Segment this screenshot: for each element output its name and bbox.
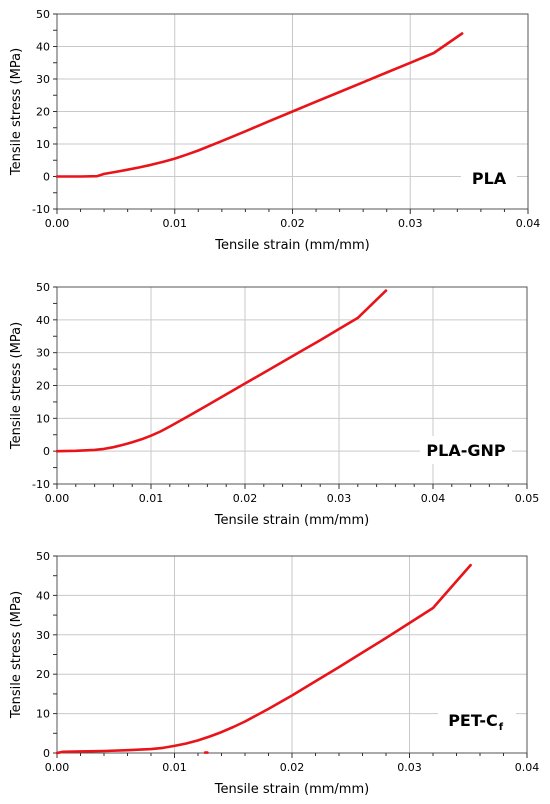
material-label-box [461,164,517,192]
y-tick-label: 0 [43,171,50,184]
material-label: PLA [472,169,507,188]
y-tick-label: 40 [36,314,50,327]
data-series-line [55,289,388,453]
data-series-line [55,563,472,755]
y-tick-label: 40 [36,41,50,54]
x-tick-label: 0.04 [421,492,446,505]
material-label: PET-C [448,711,498,730]
x-tick-label: 0.02 [280,761,305,774]
y-tick-label: 20 [36,106,50,119]
x-tick-label: 0.04 [516,217,541,230]
x-tick-label: 0.00 [45,217,70,230]
x-tick-label: 0.01 [163,217,188,230]
y-axis-title: Tensile stress (MPa) [9,591,24,719]
data-series-line [55,32,464,178]
y-tick-label: 10 [36,708,50,721]
y-tick-label: -10 [32,478,50,491]
y-tick-label: 20 [36,668,50,681]
chart-panel-1: -10 0 10 20 30 40 50 0.00 0.01 0.02 0.03 0.04 Tensil… [9,8,540,253]
x-tick-label: 0.00 [45,492,70,505]
material-label: PLA-GNP [426,441,505,460]
x-tick-label: 0.02 [233,492,258,505]
x-axis-title: Tensile strain (mm/mm) [214,782,369,797]
y-tick-label: 10 [36,412,50,425]
y-axis-title: Tensile stress (MPa) [9,322,24,450]
material-label-box [438,706,516,734]
x-tick-label: 0.03 [397,761,422,774]
y-tick-label: -10 [32,203,50,216]
x-tick-label: 0.03 [327,492,352,505]
x-axis-title: Tensile strain (mm/mm) [214,238,369,253]
y-tick-label: 10 [36,138,50,151]
material-label-box [420,436,512,464]
x-tick-label: 0.01 [139,492,164,505]
y-tick-label: 50 [36,8,50,21]
x-tick-label: 0.02 [280,217,305,230]
y-tick-label: 0 [43,445,50,458]
x-tick-label: 0.03 [398,217,423,230]
material-label-subscript: f [499,722,504,733]
x-tick-label: 0.01 [162,761,187,774]
y-axis-title: Tensile stress (MPa) [9,48,24,176]
x-tick-label: 0.00 [45,761,70,774]
y-tick-label: 30 [36,347,50,360]
x-tick-label: 0.05 [515,492,540,505]
chart-panel-2: -10 0 10 20 30 40 50 0.00 0.01 0.02 0.03 0.04 0.05 Te… [9,281,539,528]
y-tick-label: 50 [36,281,50,294]
y-tick-label: 20 [36,380,50,393]
y-tick-label: 30 [36,629,50,642]
y-tick-label: 40 [36,589,50,602]
y-tick-label: 50 [36,550,50,563]
chart-panel-3: 0 10 20 30 40 50 0.00 0.01 0.02 0.03 0.04 Tensile s… [9,550,539,797]
y-tick-label: 0 [43,747,50,760]
x-axis-title: Tensile strain (mm/mm) [214,513,369,528]
y-tick-label: 30 [36,73,50,86]
x-tick-label: 0.04 [515,761,540,774]
